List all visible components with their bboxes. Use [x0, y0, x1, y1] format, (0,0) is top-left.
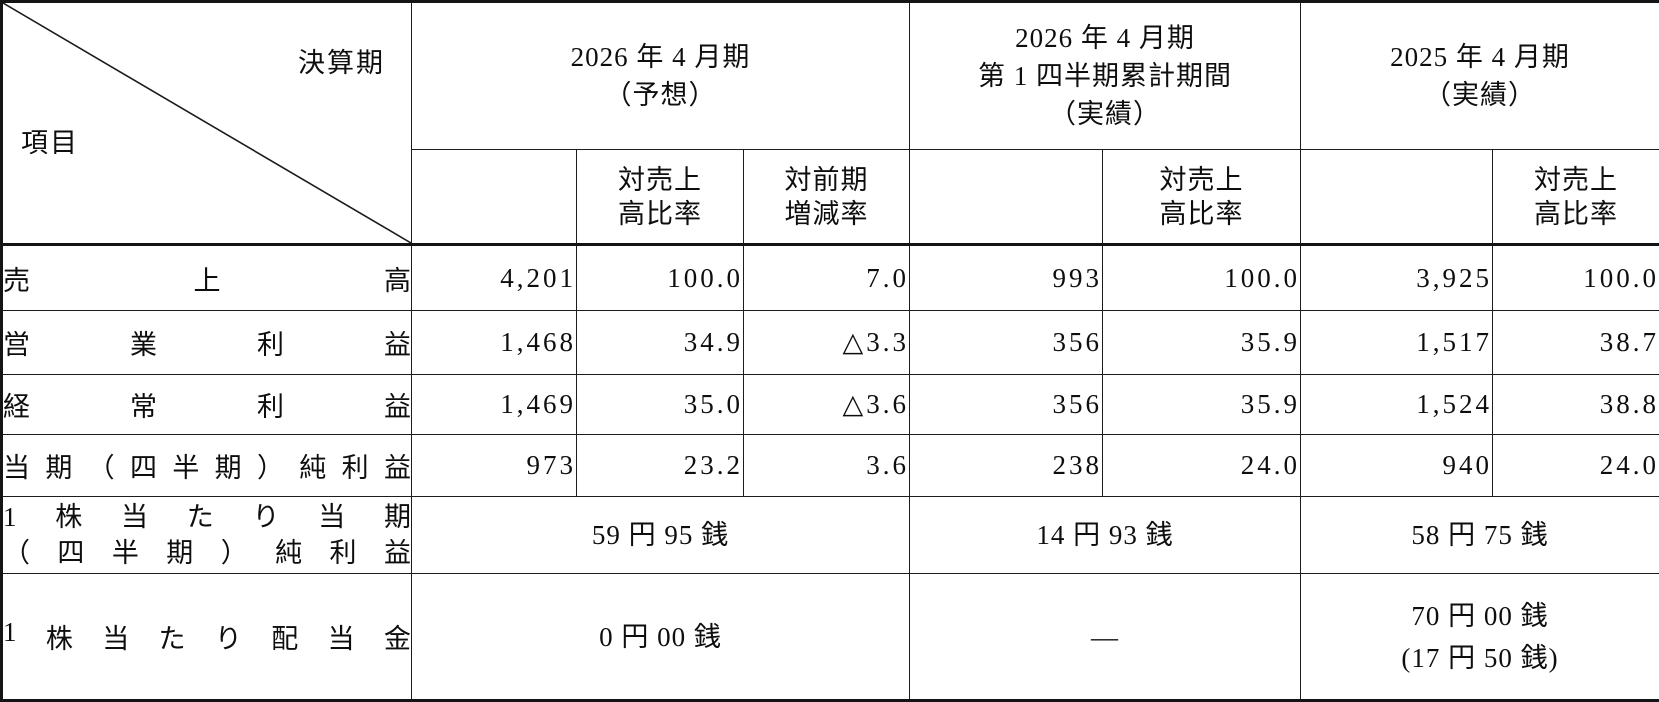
data-cell: 3,925: [1301, 245, 1493, 311]
data-cell-dividend-fy2025: 70 円 00 銭 (17 円 50 銭): [1301, 574, 1659, 701]
data-cell: 940: [1301, 435, 1493, 497]
data-cell: 7.0: [744, 245, 910, 311]
data-cell: 38.7: [1493, 311, 1659, 375]
data-cell: 993: [910, 245, 1103, 311]
data-cell: 35.9: [1103, 375, 1301, 435]
data-cell-dividend-fy2026-forecast: 0 円 00 銭: [412, 574, 910, 701]
data-cell: 100.0: [1493, 245, 1659, 311]
subheader-ratio-to-sales-fy2026-forecast: 対売上 高比率: [577, 150, 744, 245]
data-cell: 23.2: [577, 435, 744, 497]
data-cell: 1,524: [1301, 375, 1493, 435]
table-row-net-income: 当期（四半期）純利益 973 23.2 3.6 238 24.0 940 24.…: [2, 435, 1659, 497]
data-cell: 1,469: [412, 375, 577, 435]
data-cell: 238: [910, 435, 1103, 497]
data-cell: △3.6: [744, 375, 910, 435]
data-cell: 38.8: [1493, 375, 1659, 435]
subheader-ratio-to-sales-fy2026-q1: 対売上 高比率: [1103, 150, 1301, 245]
data-cell: 100.0: [1103, 245, 1301, 311]
data-cell: 35.9: [1103, 311, 1301, 375]
data-cell: 24.0: [1493, 435, 1659, 497]
row-label-net-sales: 売上高: [2, 245, 412, 311]
row-label-operating-profit: 営業利益: [2, 311, 412, 375]
data-cell: 1,517: [1301, 311, 1493, 375]
subheader-ratio-to-sales-fy2025: 対売上 高比率: [1493, 150, 1659, 245]
corner-label-item: 項目: [21, 121, 79, 160]
data-cell: 356: [910, 375, 1103, 435]
data-cell: 24.0: [1103, 435, 1301, 497]
data-cell-eps-fy2026-forecast: 59 円 95 銭: [412, 497, 910, 574]
data-cell: 100.0: [577, 245, 744, 311]
data-cell-eps-fy2025: 58 円 75 銭: [1301, 497, 1659, 574]
table-row-net-sales: 売上高 4,201 100.0 7.0 993 100.0 3,925 100.…: [2, 245, 1659, 311]
data-cell: 1,468: [412, 311, 577, 375]
group-header-fy2025-actual: 2025 年 4 月期 （実績）: [1301, 2, 1659, 150]
data-cell: 356: [910, 311, 1103, 375]
corner-cell: 決算期 項目: [2, 2, 412, 245]
subheader-yoy-change-fy2026-forecast: 対前期 増減率: [744, 150, 910, 245]
group-header-fy2026-q1-actual: 2026 年 4 月期 第 1 四半期累計期間 （実績）: [910, 2, 1301, 150]
group-header-fy2026-forecast: 2026 年 4 月期 （予想）: [412, 2, 910, 150]
row-label-ordinary-profit: 経常利益: [2, 375, 412, 435]
subheader-empty-fy2025-amount: [1301, 150, 1493, 245]
header-row-groups: 決算期 項目 2026 年 4 月期 （予想） 2026 年 4 月期 第 1 …: [2, 2, 1659, 150]
table-row-ordinary-profit: 経常利益 1,469 35.0 △3.6 356 35.9 1,524 38.8: [2, 375, 1659, 435]
row-label-net-income: 当期（四半期）純利益: [2, 435, 412, 497]
data-cell: 3.6: [744, 435, 910, 497]
data-cell-eps-fy2026-q1: 14 円 93 銭: [910, 497, 1301, 574]
data-cell: 35.0: [577, 375, 744, 435]
table-row-operating-profit: 営業利益 1,468 34.9 △3.3 356 35.9 1,517 38.7: [2, 311, 1659, 375]
corner-label-fiscal-period: 決算期: [298, 41, 385, 80]
data-cell: 4,201: [412, 245, 577, 311]
subheader-empty-fy2026-q1-amount: [910, 150, 1103, 245]
data-cell: 34.9: [577, 311, 744, 375]
subheader-empty-fy2026-forecast-amount: [412, 150, 577, 245]
data-cell-dividend-fy2026-q1: ―: [910, 574, 1301, 701]
data-cell: 973: [412, 435, 577, 497]
data-cell: △3.3: [744, 311, 910, 375]
